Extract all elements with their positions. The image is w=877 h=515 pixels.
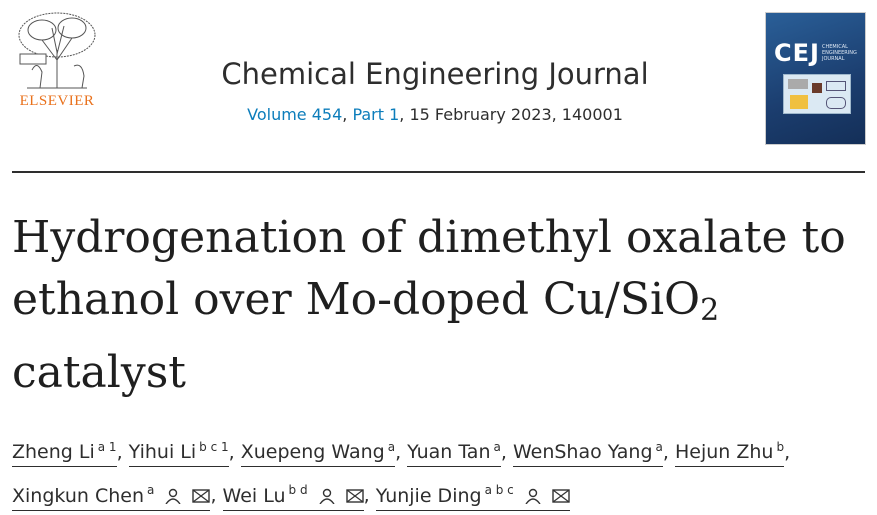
cover-journal-name: CHEMICAL ENGINEERING JOURNAL: [822, 44, 857, 62]
author-name: Xuepeng Wang: [240, 441, 385, 464]
volume-info: Volume 454, Part 1, 15 February 2023, 14…: [140, 105, 730, 124]
envelope-icon: [552, 488, 570, 503]
author-name: Xingkun Chen: [12, 484, 144, 507]
author-affiliation: b d: [288, 483, 308, 498]
separator: ,: [342, 105, 353, 124]
issue-date: , 15 February 2023, 140001: [399, 105, 623, 124]
volume-link[interactable]: Volume 454: [247, 105, 343, 124]
separator: ,: [784, 441, 791, 464]
author-affiliation: b: [776, 440, 785, 454]
elsevier-tree-icon: [18, 12, 96, 89]
elsevier-logo[interactable]: ELSEVIER: [12, 10, 102, 112]
author-affiliation: a: [655, 440, 663, 454]
elsevier-wordmark: ELSEVIER: [19, 93, 95, 109]
author-affiliation: a: [146, 483, 155, 498]
author-link[interactable]: Xuepeng Wang a: [240, 440, 396, 468]
separator: ,: [363, 484, 376, 507]
author-affiliation: a 1: [97, 440, 117, 454]
author-affiliation: a: [493, 440, 501, 454]
author-link[interactable]: Yuan Tan a: [407, 440, 501, 468]
separator: ,: [210, 484, 223, 507]
envelope-icon: [345, 488, 364, 503]
author-affiliation: a: [387, 440, 396, 454]
author-name: Wei Lu: [222, 484, 286, 507]
author-affiliation: b c 1: [199, 440, 229, 454]
author-name: Yunjie Ding: [375, 484, 482, 507]
separator: ,: [116, 441, 129, 464]
author-name: Yuan Tan: [407, 441, 491, 464]
cover-graphic: [783, 74, 851, 114]
separator: ,: [662, 441, 675, 464]
part-link[interactable]: Part 1: [352, 105, 400, 124]
author-link[interactable]: Yihui Li b c 1: [128, 440, 229, 468]
separator: ,: [395, 441, 408, 464]
cover-abbr: CEJ: [774, 39, 820, 67]
author-name: Zheng Li: [12, 441, 95, 464]
author-link[interactable]: WenShao Yang a: [512, 440, 663, 468]
person-icon: [525, 488, 541, 504]
article-title: Hydrogenation of dimethyl oxalate to etha…: [12, 207, 872, 404]
author-affiliation: a b c: [484, 483, 514, 498]
person-icon: [319, 488, 335, 504]
envelope-icon: [192, 488, 211, 503]
title-line-2: ethanol over Mo-doped Cu/SiO: [12, 274, 701, 325]
author-link[interactable]: Yunjie Ding a b c: [375, 483, 570, 511]
title-line-1: Hydrogenation of dimethyl oxalate to: [12, 212, 846, 263]
title-line-3: catalyst: [12, 347, 186, 398]
author-name: WenShao Yang: [512, 441, 653, 464]
author-link[interactable]: Zheng Li a 1: [12, 440, 117, 468]
header-divider: [12, 171, 865, 173]
author-list: Zheng Li a 1, Yihui Li b c 1, Xuepeng Wang…: [12, 428, 872, 515]
author-link[interactable]: Wei Lu b d: [222, 483, 364, 511]
separator: ,: [500, 441, 513, 464]
author-link[interactable]: Xingkun Chen a: [12, 483, 211, 511]
journal-cover-image[interactable]: CEJ CHEMICAL ENGINEERING JOURNAL: [766, 13, 865, 144]
separator: ,: [228, 441, 241, 464]
title-subscript: 2: [700, 293, 720, 328]
journal-title[interactable]: Chemical Engineering Journal: [221, 57, 649, 91]
author-link[interactable]: Hejun Zhu b: [674, 440, 785, 468]
author-name: Hejun Zhu: [674, 441, 774, 464]
author-name: Yihui Li: [128, 441, 197, 464]
person-icon: [165, 488, 181, 504]
